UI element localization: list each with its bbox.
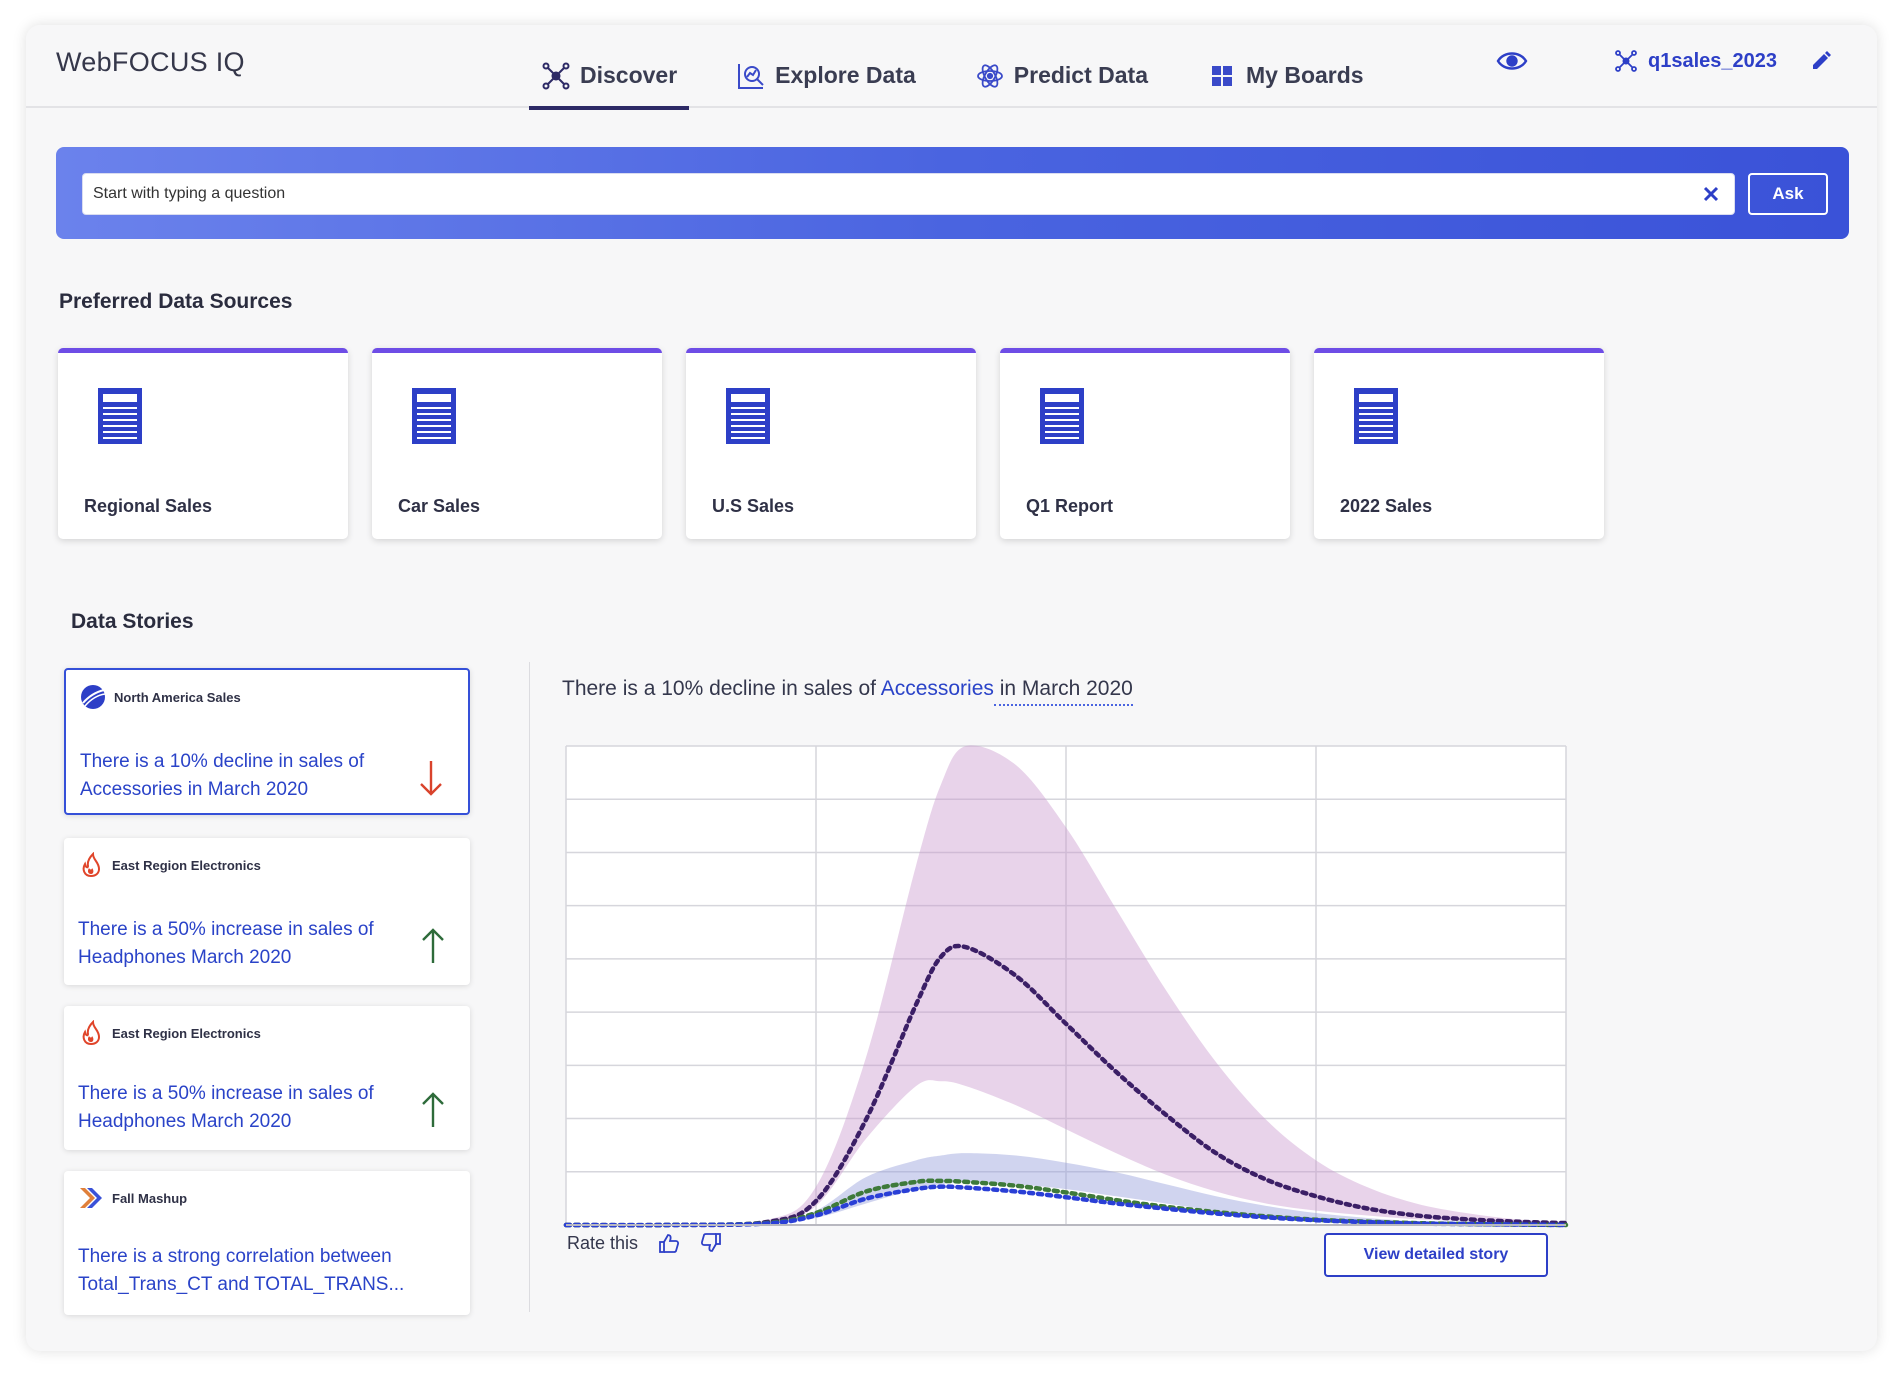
tab-label: Discover [580,62,678,88]
grid-icon [1212,65,1232,86]
source-label: Car Sales [398,496,481,516]
brand-title: WebFOCUS IQ [56,47,245,77]
story-text: There is a 10% decline in sales of Acces… [80,751,365,800]
series-line [563,1184,1569,1228]
story-card[interactable]: East Region Electronics There is a 50% i… [64,838,470,985]
arrow-down-icon [420,761,442,796]
source-label: U.S Sales [712,496,795,516]
vertical-divider [529,662,530,1312]
tab-predict-data[interactable]: Predict Data [963,25,1160,108]
pencil-icon[interactable] [1809,49,1833,73]
search-box [82,173,1735,215]
tab-label: My Boards [1246,62,1364,88]
globe-icon [81,685,106,709]
source-card[interactable]: Regional Sales [58,348,348,539]
source-list: Regional Sales Car Sales U.S Sales [58,348,1604,539]
source-card[interactable]: 2022 Sales [1314,348,1604,539]
ask-button[interactable]: Ask [1748,173,1828,215]
data-stories-title: Data Stories [71,610,194,633]
tab-discover[interactable]: Discover [529,25,690,110]
tab-label: Predict Data [1013,62,1148,88]
view-detailed-story-button[interactable]: View detailed story [1324,1233,1548,1277]
story-source-label: East Region Electronics [112,1025,261,1041]
story-source-label: East Region Electronics [112,857,261,873]
story-source-label: Fall Mashup [112,1190,188,1206]
story-source: East Region Electronics [78,1020,261,1046]
flame-icon [82,1020,101,1046]
source-card[interactable]: Car Sales [372,348,662,539]
eye-icon[interactable] [1496,47,1528,75]
flame-icon [82,852,101,878]
story-source: East Region Electronics [78,852,261,878]
story-text: There is a strong correlation between To… [78,1246,405,1295]
search-banner: Ask [56,147,1849,239]
atom-icon [976,63,1003,88]
tab-explore-data[interactable]: Explore Data [724,25,928,108]
story-source-label: North America Sales [114,689,241,705]
insight-prefix: There is a 10% decline in sales of [562,677,881,700]
preferred-sources-title: Preferred Data Sources [59,290,293,313]
insight-highlight-link[interactable]: Accessories [880,677,994,700]
tab-my-boards[interactable]: My Boards [1195,25,1376,108]
document-icon [412,388,456,444]
document-icon [98,388,142,444]
source-label: Q1 Report [1026,496,1114,516]
source-card[interactable]: Q1 Report [1000,348,1290,539]
arrow-up-icon [422,928,444,963]
story-text: There is a 50% increase in sales of Head… [78,919,374,968]
rate-label: Rate this [567,1232,639,1253]
clear-button[interactable] [1698,181,1724,207]
series-band [566,745,1566,1226]
story-card[interactable]: Fall Mashup There is a strong correlatio… [64,1171,470,1315]
story-chart [563,745,1569,1228]
source-card[interactable]: U.S Sales [686,348,976,539]
insight-suffix[interactable]: in March 2020 [993,677,1133,706]
thumbs-up-icon[interactable] [658,1232,680,1254]
network-icon [1615,50,1637,72]
source-label: Regional Sales [84,496,213,516]
network-icon [542,62,570,89]
app-window: WebFOCUS IQ Discover E [26,25,1877,1351]
series-line [563,943,1569,1228]
mashup-icon [80,1188,102,1208]
story-text: There is a 50% increase in sales of Head… [78,1083,374,1132]
story-source: Fall Mashup [78,1185,187,1211]
tab-label: Explore Data [775,62,916,88]
board-name-text: q1sales_2023 [1647,49,1777,72]
series-band [566,1153,1566,1226]
close-icon [1703,186,1719,202]
story-card[interactable]: North America Sales There is a 10% decli… [64,668,470,815]
source-label: 2022 Sales [1340,496,1433,516]
document-icon [1354,388,1398,444]
story-source: North America Sales [80,684,241,710]
thumbs-down-icon[interactable] [700,1232,722,1254]
header-actions: q1sales_2023 [1496,47,1833,75]
question-input[interactable] [93,185,1698,203]
story-card[interactable]: East Region Electronics There is a 50% i… [64,1006,470,1150]
insight-headline: There is a 10% decline in sales of Acces… [562,677,1133,706]
arrow-up-icon [422,1092,444,1127]
explore-chart-icon [738,63,764,89]
top-header: WebFOCUS IQ Discover E [26,25,1877,110]
rate-row: Rate this [567,1232,722,1254]
main-nav: Discover Explore Data Predict Da [529,25,1411,110]
document-icon [1040,388,1084,444]
board-name-link[interactable]: q1sales_2023 [1614,49,1777,73]
document-icon [726,388,770,444]
